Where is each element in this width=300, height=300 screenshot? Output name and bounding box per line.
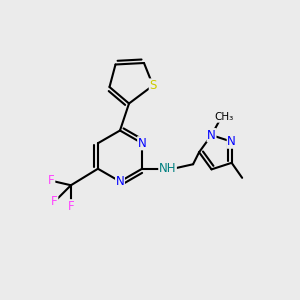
Text: N: N — [207, 129, 216, 142]
Text: F: F — [51, 195, 58, 208]
Text: N: N — [227, 135, 236, 148]
Text: F: F — [68, 200, 74, 213]
Text: NH: NH — [159, 162, 176, 175]
Text: N: N — [116, 175, 124, 188]
Text: CH₃: CH₃ — [214, 112, 233, 122]
Text: N: N — [138, 137, 146, 150]
Text: F: F — [48, 174, 55, 187]
Text: S: S — [149, 79, 157, 92]
